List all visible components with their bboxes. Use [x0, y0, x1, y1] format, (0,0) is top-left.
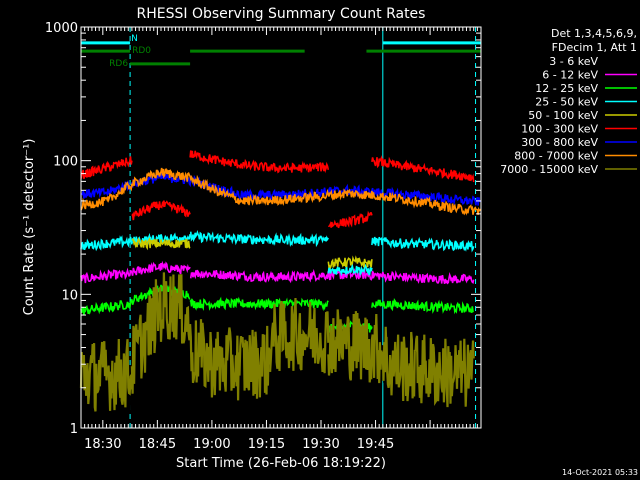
- series-9-segment-5: [327, 309, 388, 384]
- x-tick-label-1: 18:30: [84, 437, 121, 452]
- series-8: [80, 167, 482, 216]
- series-9-segment-4: [269, 297, 330, 374]
- annotation-bars: N RD0 RD6: [81, 34, 481, 69]
- series-2-segment-3: [189, 268, 330, 284]
- series-5-segment-2: [327, 255, 373, 269]
- series-4-segment-1: [80, 235, 133, 252]
- legend-header-line-1: Det 1,3,4,5,6,9,: [551, 27, 637, 40]
- x-tick-label-4: 19:15: [248, 437, 285, 452]
- y-tick-label-1: 1: [70, 422, 78, 437]
- series-5-segment-1: [131, 237, 191, 251]
- y-tick-label-4: 1000: [45, 21, 78, 36]
- series-4-segment-5: [371, 236, 475, 253]
- legend-label-3: 12 - 25 keV: [535, 82, 598, 95]
- series-3-segment-5: [371, 298, 475, 315]
- series-7: [80, 170, 482, 206]
- series-6-segment-2: [131, 200, 191, 221]
- legend-label-2: 6 - 12 keV: [542, 69, 598, 82]
- series-5: [131, 237, 373, 269]
- series-2: [80, 260, 475, 285]
- annotation-label-rd0: RD0: [132, 46, 151, 56]
- legend-label-4: 25 - 50 keV: [535, 96, 598, 109]
- y-tick-label-3: 100: [53, 155, 78, 170]
- series-9-segment-6: [385, 331, 475, 408]
- axes: 1 10 100 1000 18:30 18:45 19:00 19:15 19:30 19:45: [45, 21, 481, 452]
- series-4-segment-3: [189, 230, 329, 248]
- series-6-segment-5: [371, 155, 475, 183]
- series-layer: [79, 150, 482, 428]
- legend-header-line-2: FDecim 1, Att 1: [552, 41, 637, 54]
- series-8-segment-1: [80, 167, 482, 216]
- series-4-segment-4: [327, 262, 373, 277]
- series-9-segment-2: [130, 272, 192, 394]
- series-6: [80, 150, 475, 229]
- y-axis-label: Count Rate (s⁻¹ detector⁻¹): [22, 139, 37, 316]
- series-3-segment-1: [80, 298, 133, 315]
- x-tick-label-6: 19:45: [357, 437, 394, 452]
- series-3-segment-3: [189, 296, 329, 312]
- series-6-segment-3: [189, 150, 330, 174]
- legend-label-6: 100 - 300 keV: [521, 123, 598, 136]
- legend-label-7: 300 - 800 keV: [521, 136, 598, 149]
- footer-timestamp: 14-Oct-2021 05:33: [562, 468, 638, 477]
- legend-label-9: 7000 - 15000 keV: [500, 163, 598, 176]
- series-9-segment-1: [79, 338, 133, 412]
- x-tick-label-2: 18:45: [139, 437, 176, 452]
- annotation-label-rd6: RD6: [109, 59, 128, 69]
- x-tick-label-5: 19:30: [302, 437, 339, 452]
- y-tick-label-2: 10: [61, 288, 78, 303]
- series-2-segment-1: [80, 267, 133, 284]
- annotation-label-n: N: [131, 34, 138, 44]
- legend-label-5: 50 - 100 keV: [528, 109, 598, 122]
- series-7-segment-1: [80, 170, 482, 206]
- series-6-segment-4: [328, 210, 373, 229]
- legend-label-8: 800 - 7000 keV: [514, 150, 598, 163]
- legend: Det 1,3,4,5,6,9, FDecim 1, Att 1 3 - 6 k…: [500, 27, 637, 176]
- series-9-segment-3: [189, 319, 272, 401]
- legend-label-1: 3 - 6 keV: [549, 55, 598, 68]
- x-tick-label-3: 19:00: [193, 437, 230, 452]
- series-9: [79, 272, 475, 412]
- chart-title: RHESSI Observing Summary Count Rates: [137, 6, 426, 22]
- series-2-segment-4: [327, 268, 475, 285]
- series-6-segment-1: [80, 156, 133, 180]
- series-2-segment-2: [131, 260, 191, 276]
- x-axis-label: Start Time (26-Feb-06 18:19:22): [176, 456, 386, 471]
